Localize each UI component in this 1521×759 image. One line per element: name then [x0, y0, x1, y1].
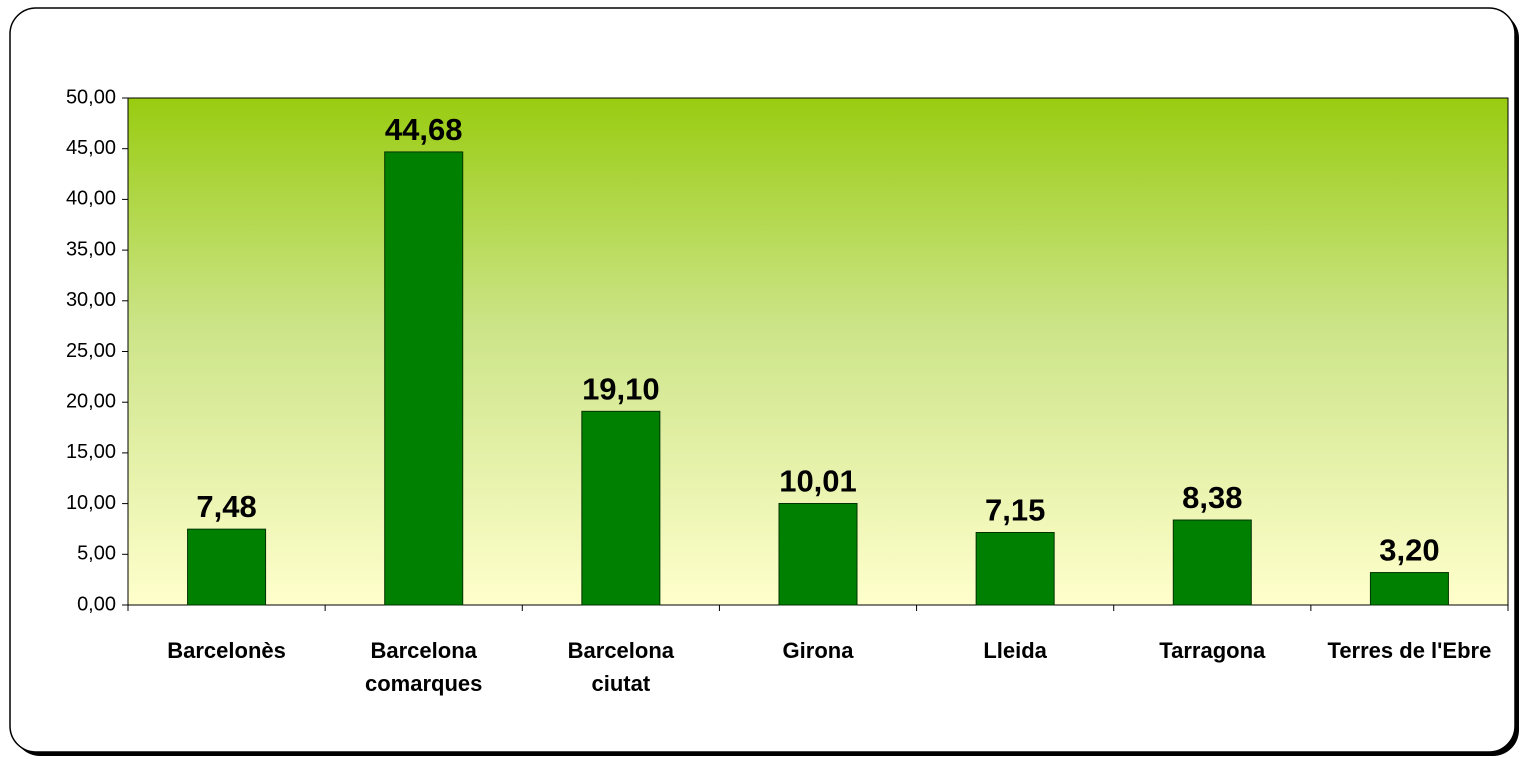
bar [1172, 519, 1252, 606]
y-tick-label: 40,00 [66, 188, 116, 210]
bar [1369, 572, 1449, 606]
y-tick-label: 35,00 [66, 238, 116, 260]
x-tick-label: Barcelona comarques [365, 638, 483, 696]
bar [581, 410, 661, 606]
y-tick-label: 15,00 [66, 441, 116, 463]
x-tick-label: Barcelonès [167, 638, 286, 663]
y-tick-label: 50,00 [66, 86, 116, 108]
y-tick-label: 20,00 [66, 390, 116, 412]
x-tick-label: Terres de l'Ebre [1327, 638, 1492, 663]
x-tick-label: Barcelona ciutat [567, 638, 675, 696]
x-tick-label: Tarragona [1159, 638, 1266, 663]
data-label: 3,20 [1379, 533, 1439, 568]
data-label: 8,38 [1182, 480, 1242, 515]
data-label: 19,10 [582, 371, 660, 406]
y-tick-label: 30,00 [66, 289, 116, 311]
bar [778, 502, 858, 606]
data-label: 44,68 [385, 112, 463, 147]
data-label: 10,01 [779, 463, 857, 498]
data-label: 7,15 [985, 492, 1045, 527]
y-tick-label: 0,00 [77, 593, 116, 615]
x-tick-label: Girona [782, 638, 854, 663]
y-tick-label: 45,00 [66, 137, 116, 159]
data-label: 7,48 [196, 489, 256, 524]
bar [975, 531, 1055, 606]
y-tick-label: 5,00 [77, 543, 116, 565]
y-tick-label: 10,00 [66, 492, 116, 514]
x-tick-label: Lleida [983, 638, 1047, 663]
bar [187, 528, 267, 606]
y-tick-label: 25,00 [66, 340, 116, 362]
bar [384, 151, 464, 606]
